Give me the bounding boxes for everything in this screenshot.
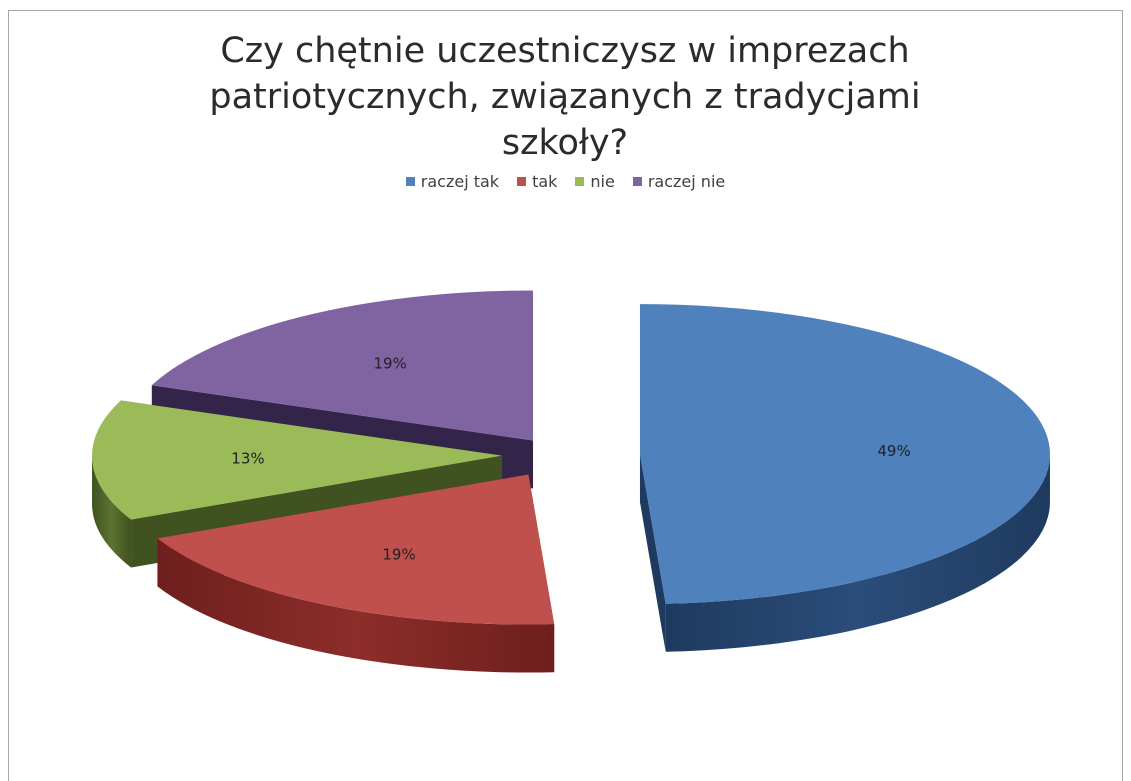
slice-radial-wall	[639, 454, 666, 652]
chart-frame	[8, 10, 1123, 781]
slice-outer-wall	[157, 538, 555, 673]
legend-item-nie: nie	[575, 172, 615, 191]
legend-item-raczej-tak: raczej tak	[405, 172, 500, 191]
legend-item-tak: tak	[517, 172, 557, 191]
pie-slice-tak: 19%	[157, 474, 555, 673]
legend-swatch	[575, 177, 585, 186]
legend-item-raczej-nie: raczej nie	[632, 172, 726, 191]
slice-outer-wall	[92, 455, 132, 568]
legend-label: raczej tak	[420, 172, 500, 191]
slice-top	[639, 304, 1050, 604]
legend-label: tak	[532, 172, 558, 191]
slice-top	[157, 474, 555, 625]
chart-legend: raczej tak tak nie raczej nie	[0, 172, 1131, 191]
legend-swatch	[632, 177, 642, 186]
slice-top	[151, 290, 534, 441]
chart-title-line-2: patriotycznych, związanych z tradycjami	[209, 77, 921, 117]
slice-outer-wall	[665, 454, 1050, 652]
legend-swatch	[517, 177, 527, 186]
slice-label: 49%	[877, 442, 910, 460]
chart-title: Czy chętnie uczestniczysz w imprezach pa…	[115, 28, 1015, 166]
legend-swatch	[405, 177, 415, 186]
legend-label: nie	[590, 172, 615, 191]
slice-label: 19%	[373, 355, 406, 373]
pie-slice-raczej-tak: 49%	[639, 304, 1050, 652]
slice-label: 13%	[231, 450, 264, 468]
slice-top	[92, 400, 503, 520]
chart-title-line-1: Czy chętnie uczestniczysz w imprezach	[220, 31, 910, 71]
slice-label: 19%	[382, 546, 415, 564]
chart-title-line-3: szkoły?	[501, 123, 629, 163]
legend-label: raczej nie	[647, 172, 726, 191]
